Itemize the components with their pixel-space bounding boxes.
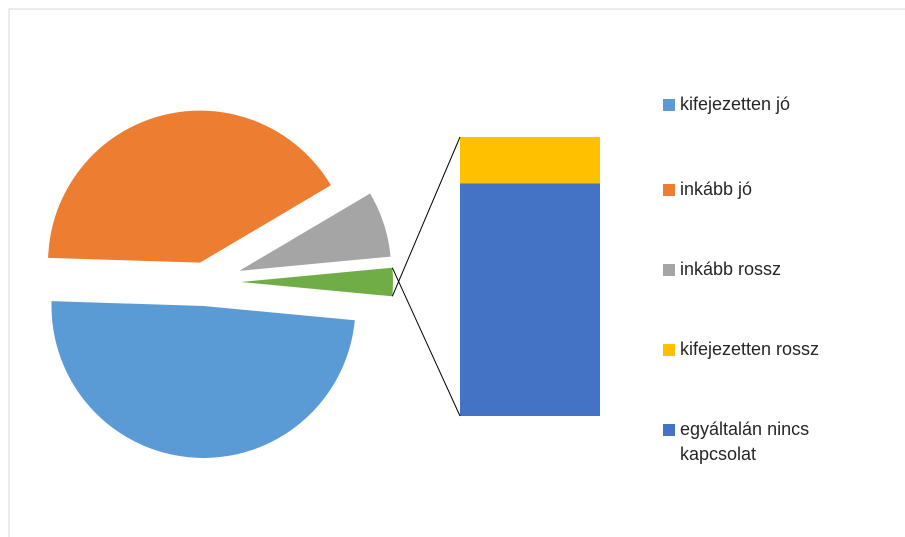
legend-label: inkább rossz — [680, 259, 782, 279]
legend-swatch — [663, 344, 675, 356]
legend-swatch — [663, 264, 675, 276]
legend-swatch — [663, 184, 675, 196]
legend-swatch — [663, 424, 675, 436]
bar-segment — [460, 137, 600, 184]
legend-label: kifejezetten rossz — [680, 339, 820, 359]
legend-label: kifejezetten jó — [680, 94, 791, 114]
connector-line — [391, 136, 461, 297]
legend-label: egyáltalán nincs kapcsolat — [680, 419, 810, 464]
legend-swatch — [663, 99, 675, 111]
legend-label: inkább jó — [680, 179, 753, 199]
pie-slice — [48, 110, 331, 263]
chart-frame — [8, 8, 905, 537]
legend-item: inkább rossz — [663, 257, 868, 282]
pie-other-slice — [241, 267, 393, 297]
bar-segment — [460, 183, 600, 416]
pie-slice — [239, 193, 391, 271]
legend-item: inkább jó — [663, 177, 868, 202]
legend-item: kifejezetten jó — [663, 92, 868, 117]
legend-item: kifejezetten rossz — [663, 337, 868, 362]
legend-item: egyáltalán nincs kapcsolat — [663, 417, 868, 467]
pie-slice — [51, 301, 355, 458]
connector-line — [391, 267, 461, 417]
